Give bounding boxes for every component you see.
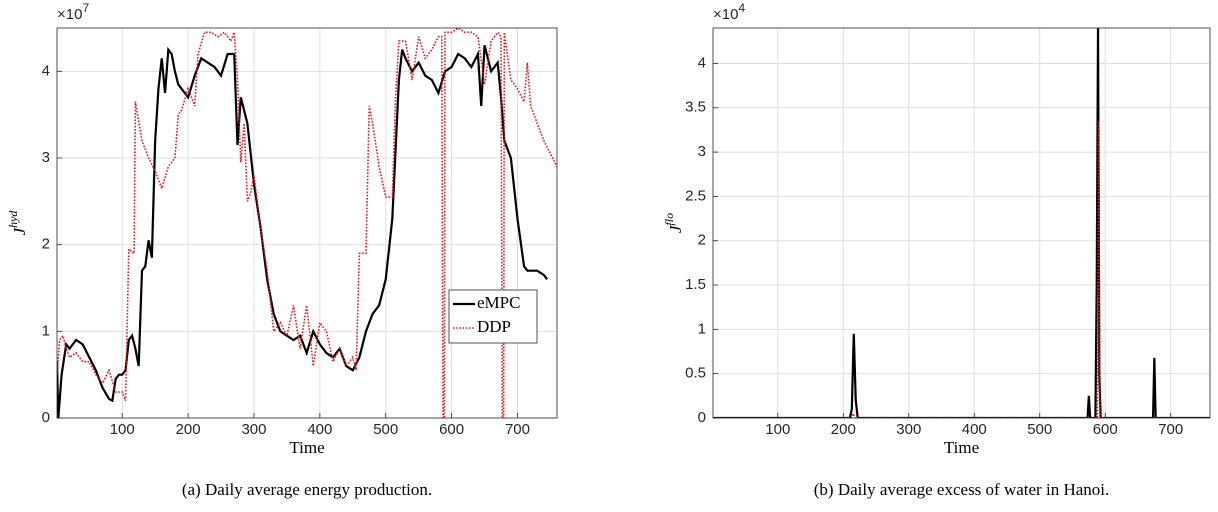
x-tick-label: 300 xyxy=(241,421,266,438)
y-tick-label: 4 xyxy=(42,62,50,79)
y-label-sup: flo xyxy=(662,213,676,226)
y-label-base: J xyxy=(10,226,29,235)
y-tick-label: 0 xyxy=(42,409,50,426)
y-tick-label: 4 xyxy=(698,54,706,71)
axes-box xyxy=(56,27,558,419)
y-axis-label: Jhyd xyxy=(6,210,29,236)
caption: (a) Daily average energy production. xyxy=(182,480,432,499)
x-tick-label: 500 xyxy=(373,421,398,438)
x-tick-label: 200 xyxy=(831,421,856,438)
x-tick-label: 700 xyxy=(1158,421,1183,438)
legend-label: eMPC xyxy=(477,293,520,312)
x-tick-label: 400 xyxy=(962,421,987,438)
y-axis-label: Jflo xyxy=(662,213,685,233)
axis-multiplier: ×104 xyxy=(713,1,745,23)
y-tick-label: 1.5 xyxy=(685,276,706,293)
y-label-base: J xyxy=(666,224,685,233)
x-tick-label: 100 xyxy=(110,421,135,438)
y-tick-label: 1 xyxy=(698,320,706,337)
multiplier-exponent: 7 xyxy=(82,1,89,15)
multiplier-exponent: 4 xyxy=(738,1,745,15)
y-tick-label: 3.5 xyxy=(685,99,706,116)
y-label-sup: hyd xyxy=(6,210,20,228)
x-tick-label: 100 xyxy=(765,421,790,438)
y-tick-label: 1 xyxy=(42,322,50,339)
x-tick-label: 200 xyxy=(176,421,201,438)
axes-box xyxy=(712,27,1211,419)
plot: 100 200 300 400 500 600 700 0 1 2 3 4 ×107 Time Jhyd (a… xyxy=(6,1,558,499)
y-tick-label: 2 xyxy=(42,236,50,253)
axis-multiplier: ×107 xyxy=(57,1,89,23)
caption: (b) Daily average excess of water in Han… xyxy=(814,480,1109,499)
x-tick-label: 400 xyxy=(307,421,332,438)
y-tick-label: 3 xyxy=(42,149,50,166)
y-tick-label: 3 xyxy=(698,143,706,160)
y-tick-label: 0.5 xyxy=(685,365,706,382)
y-tick-label: 2 xyxy=(698,232,706,249)
x-tick-label: 500 xyxy=(1027,421,1052,438)
x-axis-label: Time xyxy=(289,438,324,457)
y-tick-label: 2.5 xyxy=(685,187,706,204)
x-tick-label: 700 xyxy=(505,421,530,438)
x-tick-label: 600 xyxy=(1093,421,1118,438)
x-tick-label: 600 xyxy=(439,421,464,438)
plot: 100 200 300 400 500 600 70000.511.522.533.54×1… xyxy=(662,1,1211,499)
multiplier-base: ×10 xyxy=(713,6,738,23)
series-line xyxy=(713,28,1210,418)
y-tick-label: 0 xyxy=(698,409,706,426)
legend-box xyxy=(448,289,538,344)
series-line xyxy=(57,28,557,418)
x-tick-label: 300 xyxy=(896,421,921,438)
multiplier-base: ×10 xyxy=(57,6,82,23)
legend-label: DDP xyxy=(477,317,511,336)
series-line xyxy=(57,45,548,418)
x-axis-label: Time xyxy=(944,438,979,457)
